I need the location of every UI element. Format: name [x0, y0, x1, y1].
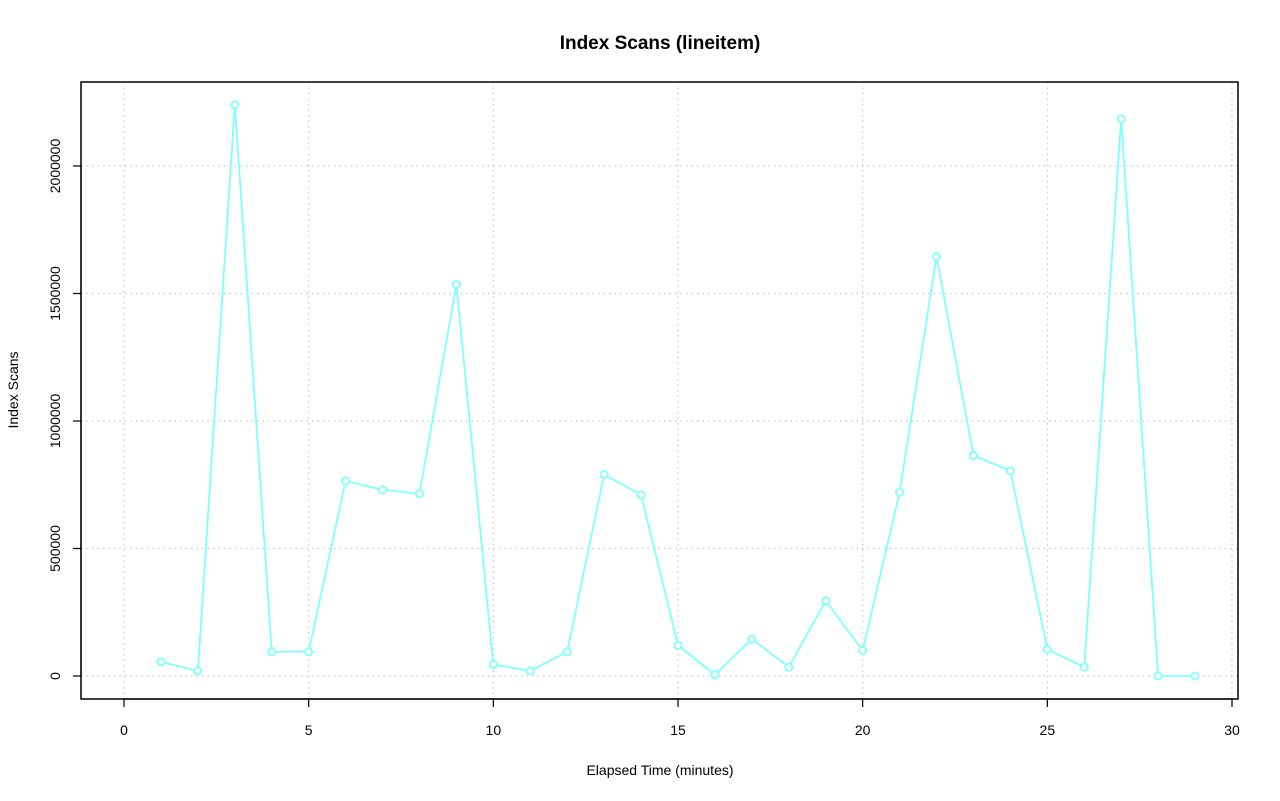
data-point: [1079, 662, 1089, 672]
x-axis-label: Elapsed Time (minutes): [586, 762, 733, 778]
data-point: [562, 647, 572, 657]
series-segment: [234, 108, 273, 648]
data-point: [599, 470, 609, 480]
series: [156, 100, 1200, 681]
series-segment: [386, 489, 416, 495]
series-segment: [1083, 122, 1122, 663]
series-segment: [936, 260, 974, 452]
series-segment: [455, 288, 494, 661]
series-segment: [680, 647, 713, 673]
data-point: [710, 670, 720, 680]
data-point: [895, 487, 905, 497]
data-point: [451, 280, 461, 290]
y-tick-label: 1000000: [47, 394, 63, 449]
y-tick-label: 500000: [47, 525, 63, 572]
chart-title: Index Scans (lineitem): [560, 33, 761, 54]
series-segment: [977, 456, 1007, 470]
series-segment: [641, 498, 678, 642]
series-segment: [164, 662, 194, 671]
y-tick-label: 0: [47, 672, 63, 680]
series-segment: [419, 288, 457, 490]
data-point: [858, 646, 868, 656]
series-segment: [533, 652, 564, 670]
grid: [81, 82, 1238, 699]
data-point: [414, 489, 424, 499]
series-segment: [790, 604, 825, 664]
data-point: [267, 647, 277, 657]
data-point: [821, 596, 831, 606]
data-point: [1153, 671, 1163, 681]
series-segment: [717, 641, 750, 673]
data-point: [784, 662, 794, 672]
data-point: [193, 666, 203, 676]
data-point: [747, 634, 757, 644]
series-segment: [1010, 474, 1048, 646]
series-segment: [754, 640, 786, 666]
series-segment: [1120, 122, 1159, 672]
x-tick-label: 15: [670, 722, 686, 738]
data-point: [673, 640, 683, 650]
y-tick-label: 1500000: [47, 266, 63, 321]
data-point: [525, 666, 535, 676]
data-point: [156, 657, 166, 667]
data-point: [378, 485, 388, 495]
series-segment: [862, 496, 900, 647]
series-segment: [497, 664, 527, 672]
data-point: [1042, 644, 1052, 654]
data-point: [488, 660, 498, 670]
series-segment: [899, 260, 937, 489]
series-segment: [308, 484, 346, 648]
series-segment: [349, 481, 379, 490]
data-point: [304, 647, 314, 657]
x-tick-label: 5: [305, 722, 313, 738]
y-axis-label: Index Scans: [5, 351, 21, 428]
data-point: [1190, 671, 1200, 681]
series-segment: [567, 478, 605, 648]
data-point: [1005, 466, 1015, 476]
data-point: [932, 252, 942, 262]
series-segment: [827, 603, 861, 648]
x-tick-label: 0: [120, 722, 128, 738]
y-tick-label: 2000000: [47, 139, 63, 194]
series-segment: [197, 108, 236, 667]
data-point: [230, 100, 240, 110]
data-point: [968, 450, 978, 460]
x-tick-label: 25: [1040, 722, 1056, 738]
plot-frame: [80, 81, 1239, 700]
data-point: [1116, 114, 1126, 124]
x-tick-label: 20: [855, 722, 871, 738]
data-point: [341, 476, 351, 486]
x-tick-label: 30: [1224, 722, 1240, 738]
x-tick-label: 10: [486, 722, 502, 738]
series-segment: [1050, 650, 1081, 667]
series-segment: [607, 475, 638, 494]
data-point: [636, 490, 646, 500]
